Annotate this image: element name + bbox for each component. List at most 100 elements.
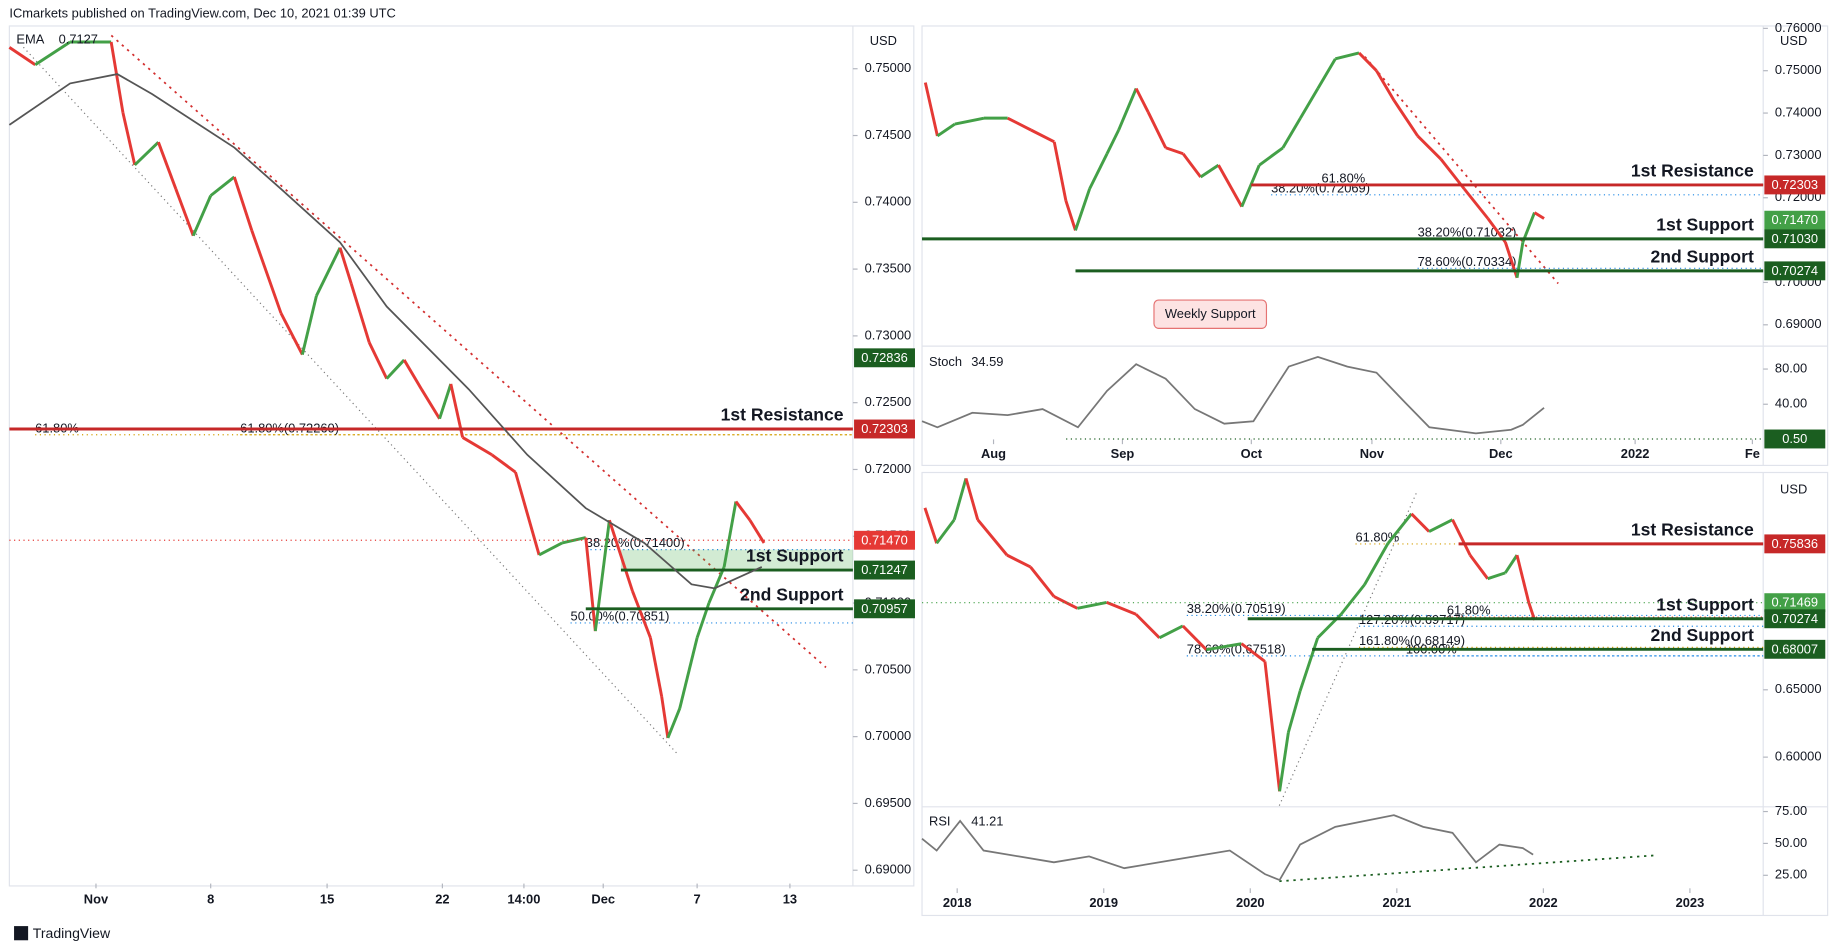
price-segment (722, 501, 738, 568)
indicator-line (921, 355, 1545, 435)
level-label: 1st Support (746, 546, 844, 566)
level-label: 1st Support (1656, 214, 1754, 234)
level-label: 2nd Support (1650, 246, 1753, 266)
fib-label: 38.20%(0.70519) (1187, 601, 1286, 616)
y-tick-label: 0.74000 (865, 194, 912, 209)
price-segment (1052, 141, 1068, 202)
price-segment (1521, 212, 1536, 243)
price-segment (367, 341, 389, 380)
price-segment (1240, 642, 1266, 663)
price-segment (300, 295, 318, 355)
price-segment (1428, 518, 1454, 533)
price-segment (1533, 211, 1545, 220)
price-segment (1134, 87, 1150, 113)
price-segment (1278, 732, 1290, 792)
price-segment (1053, 595, 1079, 610)
price-segment (1515, 554, 1531, 603)
price-segment (1468, 554, 1489, 580)
price-segment (631, 590, 652, 639)
price-segment (438, 383, 453, 420)
price-segment (338, 247, 353, 285)
price-box (1764, 210, 1826, 230)
header: ICmarkets published on TradingView.com, … (9, 6, 395, 21)
price-segment (561, 536, 587, 545)
price-box-label: 0.70274 (1772, 611, 1819, 626)
price-segment (34, 40, 71, 66)
price-segment (1392, 99, 1419, 137)
y-tick-label: 50.00 (1775, 835, 1807, 850)
price-segment (1199, 163, 1220, 179)
indicator-name: RSI (929, 814, 950, 829)
price-segment (1158, 624, 1184, 640)
y-tick-label: 0.73000 (1775, 147, 1822, 162)
price-segment (385, 358, 406, 380)
x-tick-label: 2021 (1382, 895, 1411, 910)
y-tick-label: 0.60000 (1775, 749, 1822, 764)
price-segment (349, 283, 371, 344)
price-segment (952, 477, 968, 521)
price-segment (976, 518, 1009, 557)
fib-label: 38.20%(0.71032) (1418, 224, 1517, 239)
price-segment (1181, 152, 1202, 178)
price-segment (935, 518, 956, 545)
callout-text: Weekly Support (1165, 306, 1256, 321)
price-segment (491, 453, 517, 474)
price-segment (1146, 111, 1167, 149)
price-box (854, 530, 915, 550)
x-tick-label: 2019 (1089, 895, 1118, 910)
price-box-label: 0.75836 (1772, 536, 1819, 551)
y-tick-label: 0.72000 (865, 461, 912, 476)
price-segment (923, 82, 939, 137)
price-segment (133, 141, 160, 166)
indicator-name: EMA (16, 32, 44, 47)
price-segment (936, 122, 956, 138)
price-segment (1106, 601, 1137, 616)
y-tick-label: 0.73000 (865, 327, 912, 342)
price-segment (1206, 642, 1242, 652)
price-segment (1451, 519, 1472, 556)
price-box-label: 0.71247 (861, 562, 908, 577)
price-segment (678, 637, 699, 709)
price-segment (660, 696, 670, 739)
price-segment (649, 637, 664, 697)
y-tick-label: 0.75000 (865, 60, 912, 75)
price-segment (1006, 553, 1032, 569)
price-segment (420, 388, 441, 420)
price-segment (315, 247, 342, 297)
x-tick-label: 2022 (1529, 895, 1558, 910)
y-tick-label: 0.74500 (865, 127, 912, 142)
price-segment (191, 195, 213, 237)
price-box (854, 599, 915, 619)
x-tick-label: Nov (84, 891, 109, 906)
price-segment (1316, 58, 1337, 90)
x-tick-label: 2022 (1621, 446, 1650, 461)
price-box (1764, 175, 1826, 195)
price-segment (1007, 116, 1032, 132)
price-box (1764, 229, 1826, 249)
price-box-label: 0.68007 (1772, 641, 1819, 656)
price-box (854, 560, 915, 580)
price-segment (666, 708, 682, 739)
currency: USD (1780, 33, 1807, 48)
price-segment (157, 141, 178, 190)
price-segment (1240, 164, 1261, 208)
price-segment (402, 359, 423, 391)
price-segment (1181, 624, 1208, 651)
trend-line (1364, 56, 1559, 285)
price-segment (1286, 690, 1302, 733)
fib-label: 61.80% (1447, 603, 1491, 618)
price-box-label: 0.72303 (1772, 177, 1819, 192)
price-segment (593, 520, 611, 632)
level-label: 1st Resistance (1631, 519, 1754, 539)
price-segment (209, 175, 236, 197)
level-label: 1st Resistance (721, 405, 844, 425)
price-segment (1030, 128, 1055, 144)
price-segment (279, 312, 304, 356)
indicator-value: 41.21 (971, 814, 1003, 829)
price-segment (1375, 69, 1396, 102)
y-tick-label: 0.69500 (865, 795, 912, 810)
x-tick-label: 2020 (1236, 895, 1265, 910)
price-segment (461, 436, 493, 457)
price-segment (748, 519, 766, 544)
